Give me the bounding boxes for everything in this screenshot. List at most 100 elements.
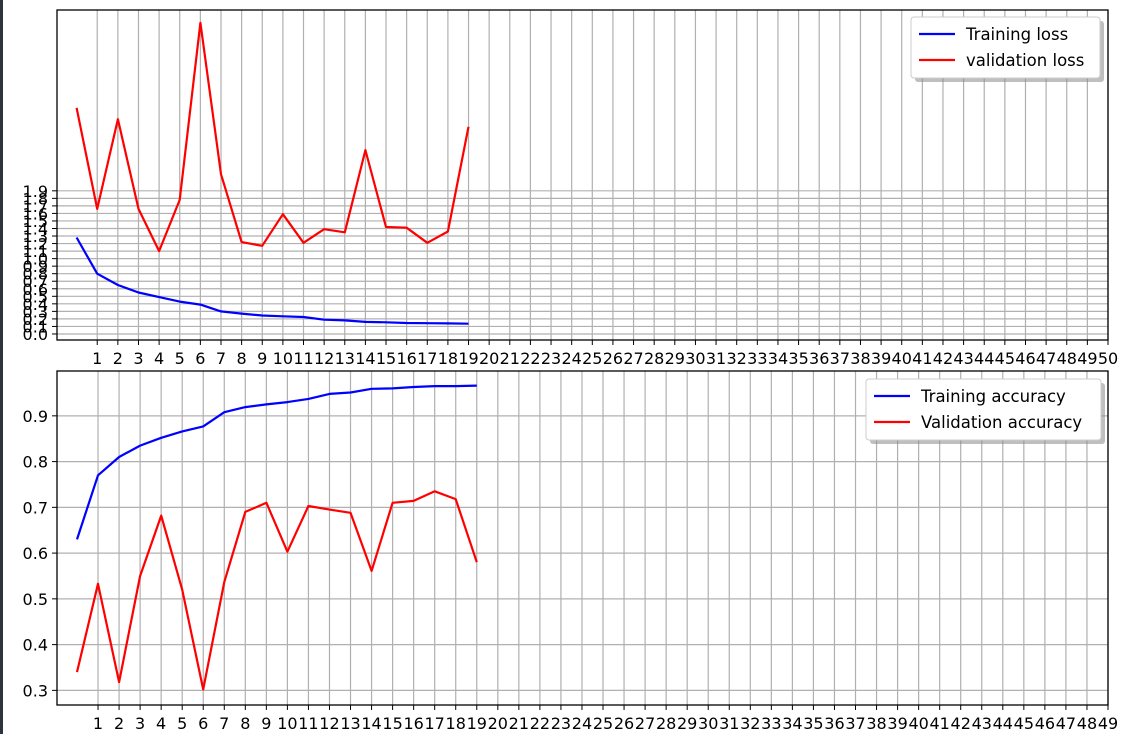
x-tick-label: 24 [561,349,581,368]
x-tick-label: 18 [438,349,458,368]
legend: Training loss validation loss [910,16,1104,82]
y-tick-label: 0.6 [23,544,48,563]
x-tick-label: 14 [361,714,381,733]
y-tick-label: 0.4 [23,295,48,314]
y-tick-label: 0.9 [23,257,48,276]
x-tick-label: 22 [520,349,540,368]
x-tick-label: 24 [572,714,592,733]
x-tick-label: 30 [685,349,705,368]
x-tick-label: 40 [908,714,928,733]
x-tick-label: 12 [319,714,339,733]
legend-label-0: Training accuracy [920,387,1066,406]
x-tick-label: 45 [995,349,1015,368]
x-tick-label: 22 [530,714,550,733]
x-tick-label: 11 [293,349,313,368]
x-tick-label: 31 [719,714,739,733]
x-tick-label: 37 [830,349,850,368]
x-tick-label: 8 [240,714,250,733]
x-tick-label: 44 [993,714,1013,733]
loss-panel: 1 2 3 4 5 6 7 8 9 10 11 12 13 14 15 16 17 18 19 20 21 22 23 24 2… [23,9,1118,368]
y-tick-label: 0.8 [23,265,48,284]
x-tick-label: 19 [467,714,487,733]
x-tick-label: 9 [261,714,271,733]
x-tick-label: 1 [93,714,103,733]
y-tick-label: 1.3 [23,227,48,246]
x-tick-label: 27 [623,349,643,368]
x-tick-label: 5 [177,714,187,733]
series-line-1 [75,490,478,691]
x-tick-label: 32 [740,714,760,733]
y-tick-label: 1.1 [23,242,48,261]
x-tick-label: 27 [635,714,655,733]
x-tick-label: 34 [768,349,788,368]
x-tick-label: 43 [953,349,973,368]
x-tick-label: 47 [1036,349,1056,368]
y-tick-label: 0.5 [23,590,48,609]
x-tick-label: 10 [273,349,293,368]
x-tick-label: 21 [500,349,520,368]
y-tick-label: 0.0 [23,325,48,344]
x-tick-label: 37 [845,714,865,733]
x-tick-label: 14 [355,349,375,368]
x-tick-label: 20 [479,349,499,368]
x-tick-label: 3 [133,349,143,368]
y-tick-label: 0.2 [23,310,48,329]
x-tick-label: 34 [782,714,802,733]
x-tick-label: 25 [593,714,613,733]
x-tick-label: 6 [195,349,205,368]
x-tick-label: 49 [1098,714,1118,733]
x-tick-label: 28 [656,714,676,733]
x-tick-label: 31 [706,349,726,368]
legend-label-1: Validation accuracy [921,413,1082,432]
x-tick-label: 20 [488,714,508,733]
x-tick-label: 7 [216,349,226,368]
x-tick-label: 45 [1014,714,1034,733]
x-tick-label: 17 [425,714,445,733]
x-tick-label: 41 [912,349,932,368]
x-tick-label: 38 [850,349,870,368]
y-tick-label: 1.6 [23,204,48,223]
x-tick-label: 26 [614,714,634,733]
x-tick-label: 5 [175,349,185,368]
x-tick-label: 30 [698,714,718,733]
x-tick-label: 42 [933,349,953,368]
y-tick-label: 1.2 [23,235,48,254]
axes-frame [56,370,1109,706]
x-tick-label: 23 [551,714,571,733]
x-tick-label: 25 [582,349,602,368]
legend: Training accuracy Validation accuracy [865,378,1105,444]
x-tick-label: 10 [277,714,297,733]
y-tick-label: 0.7 [23,272,48,291]
y-tick-label: 0.1 [23,317,48,336]
x-tick-label: 29 [665,349,685,368]
x-tick-label: 4 [156,714,166,733]
x-tick-label: 36 [809,349,829,368]
x-tick-label: 43 [972,714,992,733]
y-tick-label: 1.5 [23,212,48,231]
x-tick-label: 29 [677,714,697,733]
x-tick-label: 26 [603,349,623,368]
x-tick-label: 17 [417,349,437,368]
x-tick-label: 48 [1057,349,1077,368]
y-tick-label: 0.3 [23,302,48,321]
axes-frame [56,9,1109,341]
x-tick-label: 9 [257,349,267,368]
y-tick-label: 0.7 [23,498,48,517]
x-tick-label: 6 [198,714,208,733]
series-line-0 [75,236,469,325]
y-tick-label: 1.0 [23,250,48,269]
x-tick-label: 21 [509,714,529,733]
x-tick-label: 38 [866,714,886,733]
series-line-1 [75,21,470,253]
x-tick-label: 35 [803,714,823,733]
x-tick-label: 41 [929,714,949,733]
x-tick-label: 46 [1015,349,1035,368]
legend-box [865,378,1102,441]
y-tick-label: 0.5 [23,287,48,306]
x-tick-label: 4 [154,349,164,368]
x-tick-label: 44 [974,349,994,368]
x-tick-label: 13 [335,349,355,368]
x-tick-label: 39 [887,714,907,733]
y-tick-label: 0.8 [23,453,48,472]
